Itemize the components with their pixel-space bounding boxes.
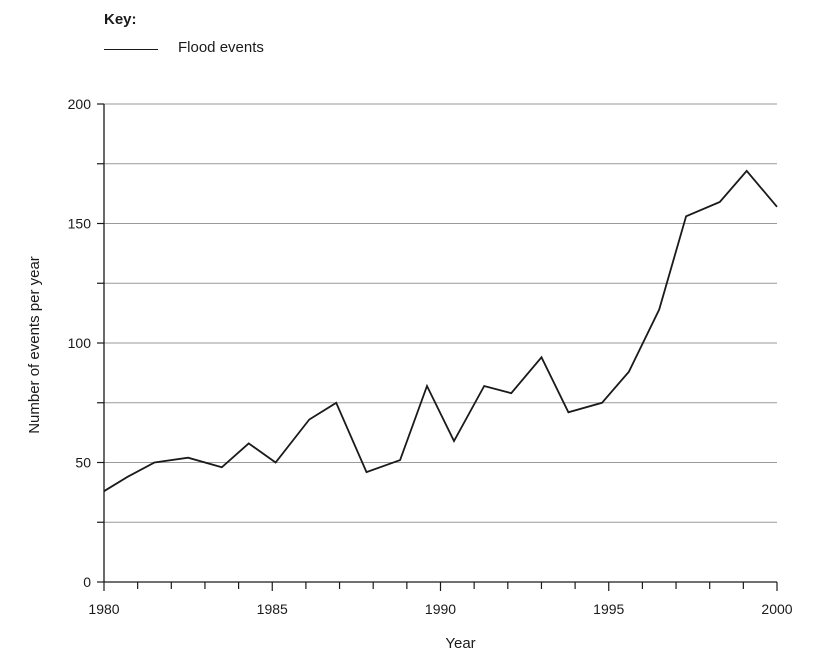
x-tick-label-1985: 1985 — [257, 601, 288, 617]
y-tick-label-150: 150 — [68, 216, 92, 232]
y-tick-label-50: 50 — [75, 455, 91, 471]
x-tick-label-1990: 1990 — [425, 601, 456, 617]
legend-swatch-line — [104, 49, 158, 50]
tick-labels: 0 50 100 150 200 1980 1985 1990 1995 2000 — [68, 96, 793, 617]
x-tick-label-1995: 1995 — [593, 601, 624, 617]
legend-label: Flood events — [178, 39, 264, 56]
tick-marks — [97, 103, 778, 591]
legend-item: Flood events — [104, 38, 364, 58]
y-tick-label-0: 0 — [83, 574, 91, 590]
series-layer — [103, 169, 778, 492]
y-axis-title: Number of events per year — [26, 256, 43, 434]
x-tick-label-2000: 2000 — [761, 601, 792, 617]
legend: Key: Flood events — [104, 10, 264, 56]
series-line-0 — [103, 169, 778, 492]
x-axis-title: Year — [445, 635, 475, 652]
gridlines — [104, 103, 777, 523]
legend-title: Key: — [104, 11, 137, 28]
x-tick-label-1980: 1980 — [88, 601, 119, 617]
y-tick-label-200: 200 — [68, 96, 92, 112]
y-tick-label-100: 100 — [68, 335, 92, 351]
